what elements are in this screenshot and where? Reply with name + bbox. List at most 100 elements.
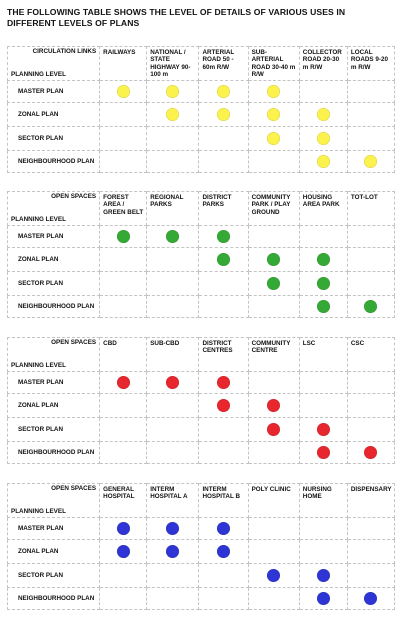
level-marker-dot bbox=[316, 300, 330, 313]
matrix-cell bbox=[247, 247, 300, 272]
column-header: FOREST AREA / GREEN BELT bbox=[99, 191, 148, 226]
header-row: OPEN SPACES PLANNING LEVEL FOREST AREA / G… bbox=[6, 191, 396, 226]
row-label: SECTOR PLAN bbox=[6, 563, 101, 588]
matrix-cell bbox=[298, 371, 348, 394]
matrix-cell bbox=[247, 539, 300, 564]
level-marker-dot bbox=[116, 545, 130, 558]
matrix-cell bbox=[346, 102, 396, 127]
matrix-cell bbox=[346, 225, 396, 248]
matrix-cell bbox=[247, 371, 300, 394]
matrix-cell bbox=[298, 563, 348, 588]
header-row: OPEN SPACES PLANNING LEVEL CBD SUB-CBD DISTR… bbox=[6, 337, 396, 372]
header-row: OPEN SPACES PLANNING LEVEL GENERAL HOSPITA… bbox=[6, 483, 396, 518]
matrix-cell bbox=[346, 126, 396, 151]
planning-level-label: PLANNING LEVEL bbox=[11, 507, 66, 515]
matrix-table: OPEN SPACES PLANNING LEVEL FOREST AREA / G… bbox=[6, 191, 396, 318]
column-header: POLY CLINIC bbox=[247, 483, 300, 518]
matrix-cell bbox=[346, 587, 396, 610]
matrix-cell bbox=[346, 271, 396, 296]
row-label: SECTOR PLAN bbox=[6, 126, 101, 151]
matrix-cell bbox=[247, 126, 300, 151]
column-header: HOUSING AREA PARK bbox=[298, 191, 348, 226]
level-marker-dot bbox=[116, 522, 130, 535]
matrix-cell bbox=[99, 441, 148, 464]
level-marker-dot bbox=[217, 522, 230, 535]
level-marker-dot bbox=[267, 569, 281, 582]
matrix-cell bbox=[99, 80, 148, 103]
level-marker-dot bbox=[166, 376, 180, 389]
row-label: MASTER PLAN bbox=[6, 371, 101, 394]
column-header: NURSING HOME bbox=[298, 483, 348, 518]
matrix-cell bbox=[247, 441, 300, 464]
corner-cell: CIRCULATION LINKS PLANNING LEVEL bbox=[6, 46, 101, 81]
column-header: INTERM HOSPITAL B bbox=[198, 483, 249, 518]
page-title: THE FOLLOWING TABLE SHOWS THE LEVEL OF D… bbox=[7, 7, 346, 28]
matrix-cell bbox=[99, 371, 148, 394]
matrix-cell bbox=[146, 126, 200, 151]
level-marker-dot bbox=[316, 277, 330, 290]
level-marker-dot bbox=[217, 253, 230, 266]
column-header: COMMUNITY CENTRE bbox=[247, 337, 300, 372]
level-marker-dot bbox=[116, 376, 130, 389]
matrix-cell bbox=[298, 225, 348, 248]
matrix-cell bbox=[146, 102, 200, 127]
level-marker-dot bbox=[267, 277, 281, 290]
matrix-cell bbox=[198, 371, 249, 394]
matrix-cell bbox=[198, 517, 249, 540]
matrix-cell bbox=[298, 126, 348, 151]
table-row: ZONAL PLAN bbox=[6, 247, 396, 272]
matrix-cell bbox=[298, 295, 348, 318]
matrix-cell bbox=[99, 102, 148, 127]
level-marker-dot bbox=[316, 592, 330, 605]
matrix-cell bbox=[298, 539, 348, 564]
matrix-cell bbox=[346, 393, 396, 418]
category-label: OPEN SPACES bbox=[51, 339, 97, 346]
matrix-cell bbox=[298, 517, 348, 540]
level-marker-dot bbox=[217, 399, 230, 412]
level-marker-dot bbox=[166, 522, 180, 535]
level-marker-dot bbox=[364, 300, 378, 313]
level-marker-dot bbox=[267, 85, 281, 98]
matrix-cell bbox=[247, 102, 300, 127]
matrix-cell bbox=[298, 271, 348, 296]
column-header: RAILWAYS bbox=[99, 46, 148, 81]
matrix-cell bbox=[99, 150, 148, 173]
matrix-cell bbox=[99, 247, 148, 272]
row-label: ZONAL PLAN bbox=[6, 393, 101, 418]
matrix-cell bbox=[146, 539, 200, 564]
level-marker-dot bbox=[316, 132, 330, 145]
level-marker-dot bbox=[267, 253, 281, 266]
table-row: NEIGHBOURHOOD PLAN bbox=[6, 441, 396, 464]
matrix-cell bbox=[99, 417, 148, 442]
level-marker-dot bbox=[364, 155, 378, 168]
row-label: ZONAL PLAN bbox=[6, 539, 101, 564]
matrix-cell bbox=[146, 225, 200, 248]
matrix-cell bbox=[146, 150, 200, 173]
row-label: SECTOR PLAN bbox=[6, 417, 101, 442]
table-row: ZONAL PLAN bbox=[6, 539, 396, 564]
matrix-cell bbox=[247, 271, 300, 296]
level-marker-dot bbox=[217, 230, 230, 243]
row-label: MASTER PLAN bbox=[6, 80, 101, 103]
level-marker-dot bbox=[217, 85, 230, 98]
matrix-cell bbox=[346, 417, 396, 442]
matrix-cell bbox=[198, 539, 249, 564]
level-marker-dot bbox=[316, 155, 330, 168]
matrix-table: OPEN SPACES PLANNING LEVEL CBD SUB-CBD DISTR… bbox=[6, 337, 396, 464]
table-row: MASTER PLAN bbox=[6, 80, 396, 103]
matrix-cell bbox=[99, 587, 148, 610]
matrix-cell bbox=[99, 517, 148, 540]
matrix-cell bbox=[146, 371, 200, 394]
category-label: OPEN SPACES bbox=[51, 485, 97, 492]
level-marker-dot bbox=[267, 423, 281, 436]
table-row: MASTER PLAN bbox=[6, 371, 396, 394]
matrix-cell bbox=[346, 150, 396, 173]
matrix-cell bbox=[247, 587, 300, 610]
category-label: CIRCULATION LINKS bbox=[32, 48, 97, 55]
level-marker-dot bbox=[364, 446, 378, 459]
table-row: MASTER PLAN bbox=[6, 225, 396, 248]
matrix-cell bbox=[298, 587, 348, 610]
matrix-cell bbox=[247, 563, 300, 588]
column-header: LOCAL ROADS 9-20 m R/W bbox=[346, 46, 396, 81]
matrix-cell bbox=[298, 393, 348, 418]
